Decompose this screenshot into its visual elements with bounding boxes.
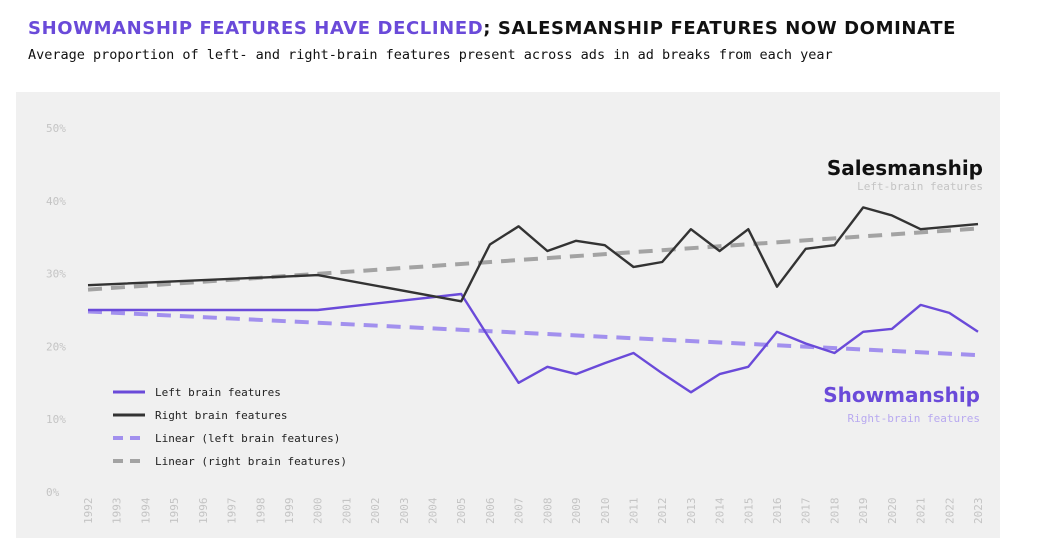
x-tick-label: 1993 <box>111 498 124 525</box>
legend-label: Linear (left brain features) <box>155 432 340 445</box>
x-tick-label: 1998 <box>254 498 267 525</box>
x-tick-label: 2021 <box>915 498 928 525</box>
x-tick-label: 1995 <box>168 498 181 525</box>
salesmanship-sublabel: Left-brain features <box>857 180 983 193</box>
y-tick-label: 20% <box>46 340 66 353</box>
x-tick-label: 2008 <box>541 498 554 525</box>
series-line-linear-left-brain-features <box>87 309 979 358</box>
legend-label: Linear (right brain features) <box>155 455 347 468</box>
x-tick-label: 2023 <box>972 498 985 525</box>
annotation-salesmanship: Salesmanship Left-brain features <box>827 156 983 193</box>
x-tick-label: 1996 <box>197 498 210 525</box>
showmanship-sublabel: Right-brain features <box>848 412 980 425</box>
salesmanship-label: Salesmanship <box>827 156 983 180</box>
x-tick-label: 2022 <box>943 498 956 525</box>
x-tick-label: 2003 <box>398 498 411 525</box>
x-tick-label: 2001 <box>340 498 353 525</box>
annotation-showmanship: Showmanship Right-brain features <box>823 383 980 425</box>
chart-title-accent: SHOWMANSHIP FEATURES HAVE DECLINED <box>28 18 484 39</box>
y-tick-label: 30% <box>46 268 66 281</box>
x-tick-label: 2014 <box>714 497 727 524</box>
series-line-left-brain-features <box>88 292 979 394</box>
legend-label: Right brain features <box>155 409 287 422</box>
x-tick-label: 2017 <box>800 498 813 525</box>
y-tick-label: 10% <box>46 413 66 426</box>
x-tick-label: 2002 <box>369 498 382 525</box>
x-tick-label: 2004 <box>427 497 440 524</box>
x-tick-label: 2010 <box>599 498 612 525</box>
chart-title: SHOWMANSHIP FEATURES HAVE DECLINED; SALE… <box>28 18 956 39</box>
x-tick-label: 1997 <box>226 498 239 525</box>
x-tick-label: 2013 <box>685 498 698 525</box>
x-tick-label: 1999 <box>283 498 296 525</box>
x-axis-ticks: 1992 1993 1994 1995 1996 1997 1998 1999 2000 2001… <box>82 497 985 524</box>
x-tick-label: 2009 <box>570 498 583 525</box>
chart-title-rest: ; SALESMANSHIP FEATURES NOW DOMINATE <box>483 18 956 39</box>
chart-subtitle: Average proportion of left- and right-br… <box>28 47 833 63</box>
x-tick-label: 2007 <box>513 498 526 525</box>
legend-label: Left brain features <box>155 386 281 399</box>
x-tick-label: 1994 <box>139 497 152 524</box>
y-tick-label: 50% <box>46 122 66 135</box>
x-tick-label: 1992 <box>82 498 95 525</box>
y-axis-ticks: 0% 10% 20% 30% 40% 50% <box>46 122 66 499</box>
showmanship-label: Showmanship <box>823 383 980 407</box>
x-tick-label: 2015 <box>742 498 755 525</box>
x-tick-label: 2011 <box>627 498 640 525</box>
y-tick-label: 0% <box>46 486 60 499</box>
series-layer <box>87 206 979 394</box>
x-tick-label: 2006 <box>484 498 497 525</box>
x-tick-label: 2020 <box>886 498 899 525</box>
x-tick-label: 2018 <box>828 498 841 525</box>
x-tick-label: 2005 <box>455 498 468 525</box>
chart-legend: Left brain features Right brain features L… <box>113 386 347 468</box>
x-tick-label: 2000 <box>312 498 325 525</box>
y-tick-label: 40% <box>46 195 66 208</box>
series-line-right-brain-features <box>87 206 979 303</box>
x-tick-label: 2012 <box>656 498 669 525</box>
x-tick-label: 2019 <box>857 498 870 525</box>
x-tick-label: 2016 <box>771 498 784 525</box>
